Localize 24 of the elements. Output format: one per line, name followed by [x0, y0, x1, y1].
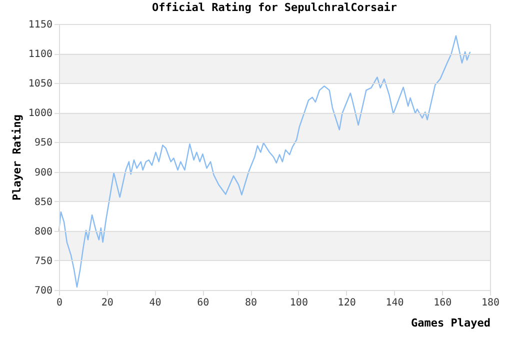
x-tick-label: 140 [386, 298, 404, 308]
y-tick-label: 850 [34, 196, 52, 208]
y-tick-label: 700 [34, 286, 52, 296]
x-tick-label: 0 [56, 298, 63, 308]
x-tick-label: 180 [481, 298, 500, 308]
line-series [58, 35, 471, 288]
x-tick-label: 120 [338, 298, 356, 308]
x-tick-label: 40 [149, 298, 162, 308]
y-tick-label: 1050 [28, 78, 52, 90]
x-axis-title: Games Played [411, 316, 490, 330]
x-tick-label: 80 [245, 298, 258, 308]
x-tick-label: 100 [290, 298, 308, 308]
y-tick-label: 800 [34, 226, 52, 238]
y-tick-label: 950 [34, 138, 52, 149]
y-axis-title: Player Rating [10, 114, 24, 201]
y-tick-label: 900 [34, 167, 52, 178]
y-tick-label: 1100 [28, 49, 52, 60]
y-tick-label: 1000 [28, 108, 52, 120]
chart-title: Official Rating for SepulchralCorsair [152, 1, 398, 14]
x-tick-label: 60 [197, 298, 210, 308]
y-tick-label: 1150 [28, 20, 52, 30]
x-tick-label: 160 [434, 298, 452, 308]
x-tick-label: 20 [101, 298, 114, 308]
y-tick-label: 750 [34, 256, 52, 267]
